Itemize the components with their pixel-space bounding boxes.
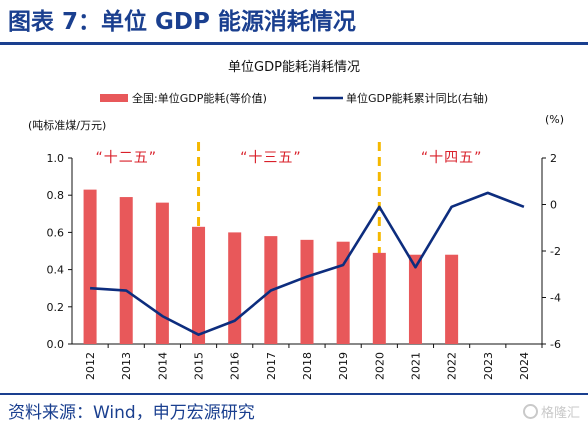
x-tick-label: 2014 bbox=[156, 352, 169, 380]
bar bbox=[228, 232, 242, 344]
x-tick-labels: 2012 2013 2014 2015 2016 2017 2018 2019 2020 2021… bbox=[84, 344, 543, 380]
line-path bbox=[89, 191, 525, 337]
figure-title: 图表 7：单位 GDP 能源消耗情况 bbox=[8, 9, 356, 35]
period-label: “十二五” bbox=[95, 150, 157, 166]
period-dividers bbox=[197, 142, 381, 344]
bar bbox=[445, 254, 459, 344]
x-tick-label: 2022 bbox=[446, 352, 459, 380]
bar bbox=[83, 189, 97, 344]
source-note: 资料来源：Wind，申万宏源研究 bbox=[8, 403, 255, 423]
bar bbox=[155, 202, 169, 344]
right-tick-label: 0 bbox=[550, 199, 557, 212]
legend-bar-swatch bbox=[100, 94, 128, 102]
x-tick-label: 2013 bbox=[120, 352, 133, 380]
period-label: “十三五” bbox=[240, 150, 302, 166]
left-tick-label: 0.8 bbox=[47, 189, 65, 202]
x-tick-label: 2015 bbox=[193, 352, 206, 380]
line-series bbox=[89, 191, 525, 337]
x-tick-label: 2019 bbox=[337, 352, 350, 380]
x-tick-label: 2018 bbox=[301, 352, 314, 380]
x-tick-label: 2024 bbox=[518, 352, 531, 380]
energy-consumption-chart: 单位GDP能耗消耗情况 全国:单位GDP能耗(等价值) 单位GDP能耗累计同比(… bbox=[28, 60, 564, 380]
right-tick-label: -6 bbox=[550, 338, 561, 351]
bar bbox=[119, 197, 133, 344]
period-labels: “十二五” “十三五” “十四五” bbox=[95, 150, 483, 166]
bar bbox=[300, 239, 314, 344]
right-tick-label: 2 bbox=[550, 152, 557, 165]
period-label: “十四五” bbox=[421, 150, 483, 166]
bar bbox=[192, 226, 206, 344]
left-tick-label: 0.6 bbox=[47, 226, 65, 239]
watermark-logo-icon bbox=[522, 404, 538, 419]
axes: 0.0 0.2 0.4 0.6 0.8 1.0 -6 -4 -2 0 2 bbox=[47, 152, 561, 351]
x-tick-label: 2021 bbox=[409, 352, 422, 380]
legend: 全国:单位GDP能耗(等价值) 单位GDP能耗累计同比(右轴) bbox=[100, 91, 488, 105]
x-tick-label: 2020 bbox=[373, 352, 386, 380]
title-rule bbox=[0, 42, 588, 45]
left-tick-label: 1.0 bbox=[47, 152, 65, 165]
x-tick-label: 2016 bbox=[229, 352, 242, 380]
bar bbox=[372, 252, 386, 344]
right-axis-unit: (%) bbox=[545, 113, 564, 126]
bar-series bbox=[83, 189, 459, 344]
left-tick-label: 0.0 bbox=[47, 338, 65, 351]
right-tick-label: -4 bbox=[550, 292, 561, 305]
watermark-text: 格隆汇 bbox=[540, 406, 580, 421]
x-tick-label: 2017 bbox=[265, 352, 278, 380]
left-axis-unit: (吨标准煤/万元) bbox=[28, 118, 106, 132]
watermark: 格隆汇 bbox=[522, 402, 580, 421]
source-rule bbox=[0, 393, 588, 395]
chart-title: 单位GDP能耗消耗情况 bbox=[228, 60, 360, 75]
legend-bar-label: 全国:单位GDP能耗(等价值) bbox=[132, 91, 267, 105]
bar bbox=[408, 254, 422, 344]
x-tick-label: 2023 bbox=[482, 352, 495, 380]
legend-line-label: 单位GDP能耗累计同比(右轴) bbox=[346, 91, 488, 105]
x-tick-label: 2012 bbox=[84, 352, 97, 380]
right-tick-label: -2 bbox=[550, 245, 561, 258]
left-tick-label: 0.4 bbox=[47, 264, 65, 277]
left-tick-label: 0.2 bbox=[47, 301, 65, 314]
